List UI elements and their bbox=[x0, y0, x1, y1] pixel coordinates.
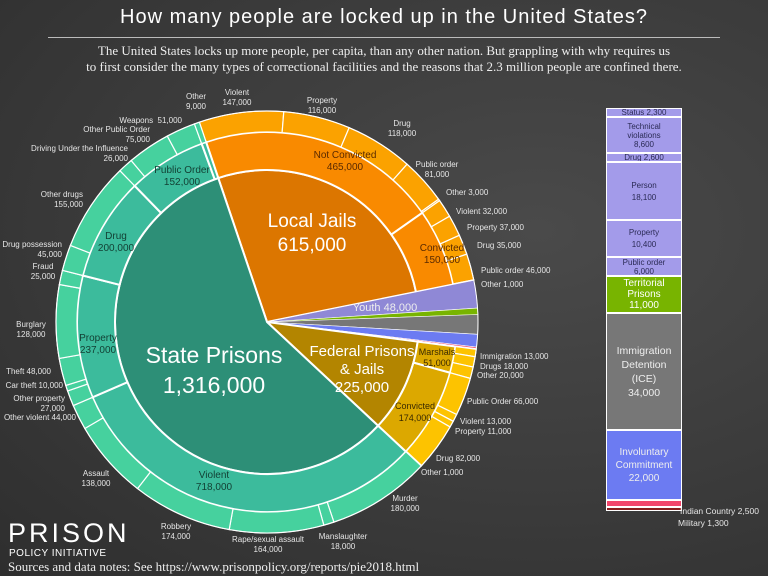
label-jail-c-violent: Violent 32,000 bbox=[456, 207, 508, 216]
involuntary-commitment: Involuntary Commitment 22,000 bbox=[606, 430, 682, 500]
youth-status: Status 2,300 bbox=[606, 108, 682, 117]
label-state-robbery: Robbery 174,000 bbox=[160, 522, 192, 541]
title-divider bbox=[48, 37, 720, 38]
youth-person: Person 18,100 bbox=[606, 162, 682, 220]
label-fed-drugs: Drugs 18,000 bbox=[480, 362, 529, 371]
logo-prison: PRISON bbox=[8, 518, 130, 548]
label-not-convicted: Not Convicted 465,000 bbox=[313, 150, 377, 173]
pie-outline bbox=[55, 110, 479, 534]
label-state-assault: Assault 138,000 bbox=[81, 469, 111, 488]
label-jail-c-other: Other 1,000 bbox=[481, 280, 524, 289]
label-fed-public-order: Public Order 66,000 bbox=[467, 397, 539, 406]
label-state-other-public-order: Other Public Order 75,000 bbox=[83, 125, 150, 144]
label-fed-other: Other 1,000 bbox=[421, 468, 464, 477]
label-jail-nc-violent: Violent 147,000 bbox=[222, 88, 252, 107]
logo-policy-initiative: POLICY INITIATIVE bbox=[9, 548, 107, 559]
label-state-weapons: Weapons 51,000 bbox=[119, 116, 182, 125]
label-state-murder: Murder 180,000 bbox=[390, 494, 420, 513]
label-fed-violent: Violent 13,000 bbox=[460, 417, 512, 426]
label-state-prisons: State Prisons 1,316,000 bbox=[145, 342, 283, 398]
label-state-public-order: Public Order 152,000 bbox=[154, 165, 210, 188]
label-state-dui: Driving Under the Influence 26,000 bbox=[31, 144, 128, 163]
chart-title: How many people are locked up in the Uni… bbox=[120, 6, 648, 28]
label-youth: Youth 48,000 bbox=[352, 302, 418, 314]
label-jail-nc-public-order: Public order 81,000 bbox=[415, 160, 459, 179]
label-state-manslaughter: Manslaughter 18,000 bbox=[318, 532, 368, 551]
outer-state-prisons-property-burglary bbox=[55, 283, 81, 360]
label-state-violent: Violent 718,000 bbox=[195, 470, 233, 493]
label-jail-c-property: Property 37,000 bbox=[467, 223, 524, 232]
label-state-other-violent: Other violent 44,000 bbox=[3, 413, 76, 422]
label-fed-immigration: Immigration 13,000 bbox=[480, 352, 549, 361]
label-state-drug-possession: Drug possession 45,000 bbox=[2, 240, 62, 259]
military bbox=[606, 507, 682, 511]
label-jail-c-public-order: Public order 46,000 bbox=[481, 266, 551, 275]
label-state-property: Property 237,000 bbox=[79, 333, 117, 356]
label-fed-drug: Drug 82,000 bbox=[436, 454, 481, 463]
subtitle-line-1: The United States locks up more people, … bbox=[97, 43, 671, 58]
label-state-rape: Rape/sexual assault 164,000 bbox=[231, 535, 305, 554]
immigration-detention: Immigration Detention (ICE) 34,000 bbox=[606, 313, 682, 430]
label-local-jails: Local Jails 615,000 bbox=[267, 211, 357, 256]
label-federal-convicted: Convicted 174,000 bbox=[394, 401, 436, 423]
label-fed-property: Property 11,000 bbox=[455, 427, 512, 436]
label-jail-nc-property: Property 116,000 bbox=[306, 96, 338, 115]
label-jail-c-drug: Drug 35,000 bbox=[477, 241, 522, 250]
label-state-burglary: Burglary 128,000 bbox=[16, 320, 46, 339]
label-state-other: Other 9,000 bbox=[185, 92, 207, 111]
territorial-prisons: Territorial Prisons 11,000 bbox=[606, 276, 682, 313]
indian-country bbox=[606, 500, 682, 507]
label-jail-convicted: Convicted 150,000 bbox=[419, 243, 465, 266]
label-state-other-drugs: Other drugs 155,000 bbox=[40, 190, 83, 209]
youth-drug: Drug 2,600 bbox=[606, 153, 682, 162]
label-fed-other-marshals: Other 20,000 bbox=[477, 371, 524, 380]
label-jail-nc-other: Other 3,000 bbox=[446, 188, 489, 197]
youth-technical: Technical violations 8,600 bbox=[606, 117, 682, 153]
youth-public-order: Public order 6,000 bbox=[606, 257, 682, 276]
sources-note[interactable]: Sources and data notes: See https://www.… bbox=[8, 559, 420, 574]
label-military: Military 1,300 bbox=[678, 518, 729, 528]
label-state-other-property: Other property 27,000 bbox=[13, 394, 65, 413]
label-state-fraud: Fraud 25,000 bbox=[30, 262, 56, 281]
label-jail-nc-drug: Drug 118,000 bbox=[387, 119, 417, 138]
youth-property: Property 10,400 bbox=[606, 220, 682, 257]
label-indian-country: Indian Country 2,500 bbox=[680, 506, 759, 516]
label-state-drug: Drug 200,000 bbox=[97, 231, 135, 254]
label-federal: Federal Prisons & Jails 225,000 bbox=[309, 343, 415, 396]
subtitle-line-2: to first consider the many types of corr… bbox=[86, 59, 682, 74]
label-state-theft: Theft 48,000 bbox=[6, 367, 51, 376]
label-marshals: Marshals 51,000 bbox=[418, 347, 456, 368]
label-state-car-theft: Car theft 10,000 bbox=[5, 381, 63, 390]
